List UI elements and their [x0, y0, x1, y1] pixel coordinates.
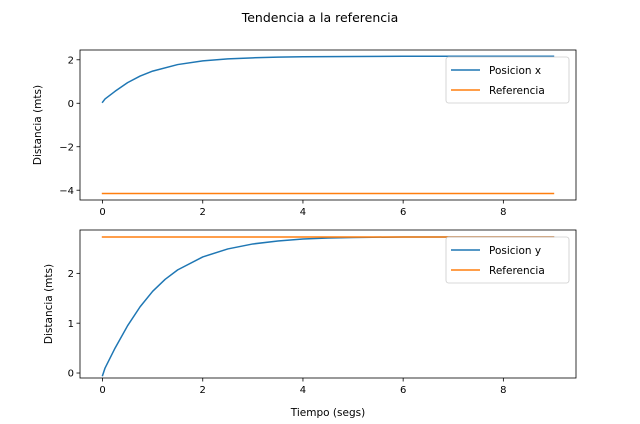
- y-tick-label: 0: [68, 99, 74, 110]
- legend-label-2: Referencia: [489, 265, 545, 277]
- chart-title: Tendencia a la referencia: [241, 10, 399, 25]
- legend-box: [445, 56, 570, 104]
- axes-frame: [79, 49, 577, 201]
- legend: Posicion y Referencia: [445, 236, 570, 284]
- x-tick-label: 2: [200, 385, 206, 396]
- y-tick-label: 0: [68, 369, 74, 380]
- x-tick-label: 6: [400, 385, 406, 396]
- x-tick-label: 6: [400, 207, 406, 218]
- x-tick-label: 0: [99, 385, 105, 396]
- subplot-bottom: 0 2 4 6 8 0 1 2 Distancia (mts) Tiempo (segs) Posi…: [43, 229, 577, 419]
- legend-label-2: Referencia: [489, 85, 545, 97]
- x-axis-label: Tiempo (segs): [290, 407, 365, 419]
- y-axis-label: Distancia (mts): [43, 264, 55, 344]
- y-tick-label: −2: [59, 142, 74, 153]
- legend-label-1: Posicion y: [489, 245, 541, 257]
- legend-label-1: Posicion x: [489, 65, 541, 77]
- y-axis-label: Distancia (mts): [32, 85, 44, 165]
- x-tick-label: 4: [300, 207, 306, 218]
- legend: Posicion x Referencia: [445, 56, 570, 104]
- x-tick-label: 8: [500, 207, 506, 218]
- x-tick-label: 2: [200, 207, 206, 218]
- subplot-top: 0 2 4 6 8 −4 −2 0 2 Distancia (mts) Posicion x Refe…: [32, 49, 577, 218]
- y-tick-label: 2: [68, 269, 74, 280]
- x-tick-label: 4: [300, 385, 306, 396]
- x-tick-label: 8: [500, 385, 506, 396]
- legend-box: [445, 236, 570, 284]
- series-line-1: [101, 55, 555, 104]
- axes-frame: [79, 229, 577, 379]
- y-tick-label: −4: [59, 186, 74, 197]
- x-tick-label: 0: [99, 207, 105, 218]
- y-tick-label: 2: [68, 55, 74, 66]
- y-tick-label: 1: [68, 319, 74, 330]
